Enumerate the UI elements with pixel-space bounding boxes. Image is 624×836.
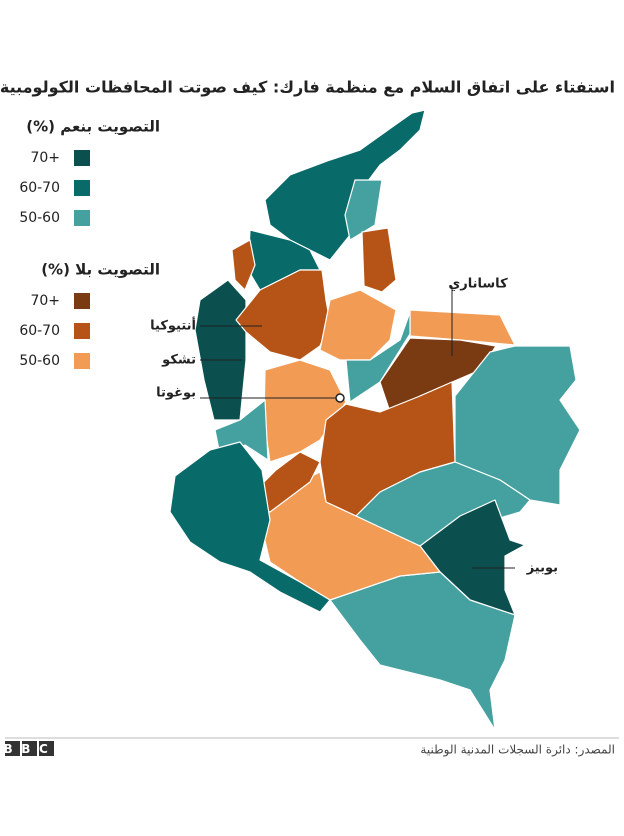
region [345, 311, 411, 403]
legend: التصويت بنعم (%) 70+ 60-70 50-60 التصويت بلا… [19, 118, 160, 369]
legend-swatch [74, 353, 90, 369]
logo-box [39, 741, 54, 756]
place-label: أنتيوكيا [150, 317, 196, 334]
legend-label: 60-70 [19, 180, 60, 196]
legend-label: 60-70 [19, 323, 60, 339]
logo-box [22, 741, 37, 756]
legend-swatch [74, 150, 90, 166]
legend-label: 50-60 [19, 353, 60, 369]
legend-label: 70+ [30, 293, 60, 309]
place-label: تشكو [161, 353, 196, 368]
region [264, 109, 426, 261]
place-label: بوغوتا [156, 386, 196, 401]
region [194, 279, 247, 421]
legend-label: 70+ [30, 150, 60, 166]
logo-text: BBC [4, 742, 57, 756]
place-label: بوبيز [526, 561, 558, 576]
region [361, 227, 397, 293]
legend-label: 50-60 [19, 210, 60, 226]
legend-title: التصويت بنعم (%) [26, 118, 160, 136]
map [169, 109, 581, 731]
region [235, 269, 331, 361]
legend-title: التصويت بلا (%) [41, 261, 160, 279]
logo-box [5, 741, 20, 756]
legend-swatch [74, 210, 90, 226]
place-label: كاساناري [448, 277, 508, 292]
capital-marker [335, 393, 345, 403]
region [231, 239, 256, 291]
region [319, 289, 397, 361]
title: استفتاء على اتفاق السلام مع منظمة فارك: … [0, 78, 615, 97]
legend-swatch [74, 180, 90, 196]
source: المصدر: دائرة السجلات المدنية الوطنية [420, 743, 615, 758]
logo: BBC [4, 741, 57, 756]
region [169, 441, 331, 613]
legend-swatch [74, 323, 90, 339]
legend-swatch [74, 293, 90, 309]
